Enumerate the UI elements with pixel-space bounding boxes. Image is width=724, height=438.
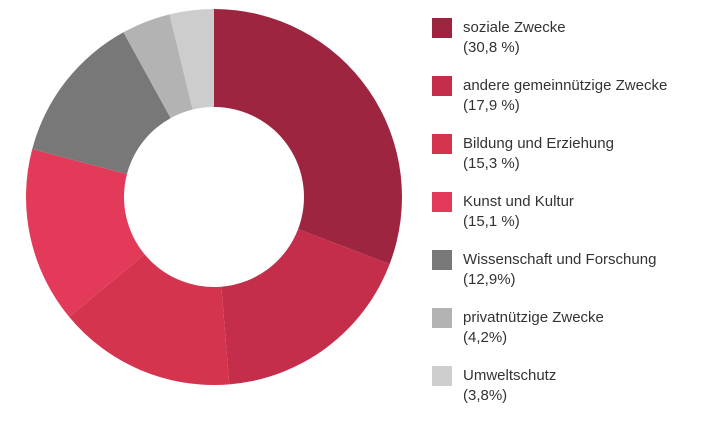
legend-label: Umweltschutz [463, 367, 557, 384]
legend-swatch [432, 250, 452, 270]
slice-0 [214, 9, 402, 265]
legend-label: Kunst und Kultur [463, 193, 574, 210]
legend-value: (3,8%) [463, 387, 508, 404]
legend-swatch [432, 192, 452, 212]
legend-item: Wissenschaft und Forschung (12,9%) [432, 247, 722, 305]
legend-swatch [432, 18, 452, 38]
legend: soziale Zwecke (30,8 %) andere gemeinnützi… [432, 15, 722, 421]
donut-chart [25, 9, 402, 385]
legend-value: (30,8 %) [463, 39, 520, 56]
legend-item: andere gemeinnützige Zwecke (17,9 %) [432, 73, 722, 131]
slice-5 [123, 14, 193, 119]
legend-swatch [432, 366, 452, 386]
slice-4 [32, 32, 171, 175]
legend-value: (17,9 %) [463, 97, 520, 114]
slice-6 [169, 9, 214, 110]
legend-item: privatnützige Zwecke (4,2%) [432, 305, 722, 363]
legend-swatch [432, 134, 452, 154]
legend-value: (12,9%) [463, 271, 516, 288]
donut-slices [25, 9, 402, 385]
legend-swatch [432, 76, 452, 96]
legend-label: Wissenschaft und Forschung [463, 251, 657, 268]
slice-2 [69, 254, 230, 385]
slice-3 [25, 149, 145, 317]
slice-1 [221, 229, 390, 385]
legend-label: Bildung und Erziehung [463, 135, 614, 152]
legend-label: privatnützige Zwecke [463, 309, 604, 326]
legend-swatch [432, 308, 452, 328]
legend-value: (4,2%) [463, 329, 508, 346]
legend-label: andere gemeinnützige Zwecke [463, 77, 668, 94]
legend-item: Kunst und Kultur (15,1 %) [432, 189, 722, 247]
legend-value: (15,3 %) [463, 155, 520, 172]
legend-item: soziale Zwecke (30,8 %) [432, 15, 722, 73]
legend-item: Bildung und Erziehung (15,3 %) [432, 131, 722, 189]
legend-item: Umweltschutz (3,8%) [432, 363, 722, 421]
legend-label: soziale Zwecke [463, 19, 566, 36]
legend-value: (15,1 %) [463, 213, 520, 230]
